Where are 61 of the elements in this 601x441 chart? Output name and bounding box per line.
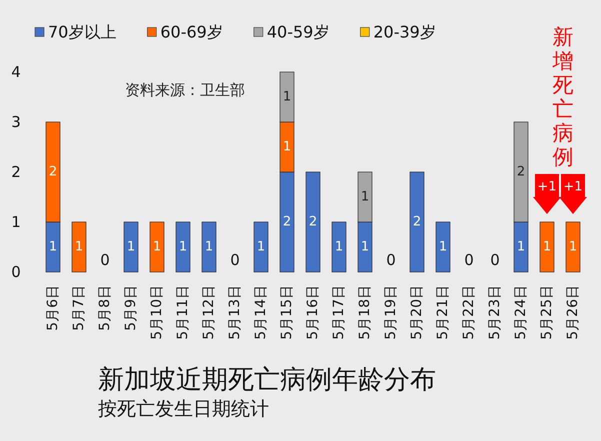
data-label: 1 <box>360 190 370 204</box>
bar <box>124 222 138 272</box>
data-label: 1 <box>282 90 292 104</box>
x-tick-label: 5月19日 <box>383 285 399 340</box>
data-label: 2 <box>412 214 422 230</box>
bar <box>436 222 450 272</box>
bar <box>254 222 268 272</box>
y-tick-label: 1 <box>11 213 21 231</box>
legend-label: 60-69岁 <box>160 22 223 42</box>
y-tick-label: 2 <box>11 163 21 181</box>
x-tick-label: 5月16日 <box>305 285 321 340</box>
bar <box>150 222 164 272</box>
x-tick-label: 5月7日 <box>71 285 87 331</box>
bar <box>176 222 190 272</box>
bar <box>72 222 86 272</box>
x-tick-label: 5月25日 <box>539 285 555 340</box>
legend-label: 70岁以上 <box>48 22 116 42</box>
data-label: 1 <box>48 240 58 254</box>
text: 按死亡发生日期统计 <box>98 398 269 420</box>
x-tick-label: 5月6日 <box>45 285 61 331</box>
data-label: 2 <box>48 164 58 180</box>
data-label: 1 <box>516 240 526 254</box>
x-tick-label: 5月15日 <box>279 285 295 340</box>
annotation: +1 <box>537 180 557 194</box>
bar <box>540 222 554 272</box>
data-label: 1 <box>74 240 84 254</box>
data-label: 2 <box>308 214 318 230</box>
annotation: +1 <box>563 180 583 194</box>
x-tick-label: 5月17日 <box>331 285 347 340</box>
x-tick-label: 5月24日 <box>513 285 529 340</box>
x-tick-label: 5月26日 <box>565 285 581 340</box>
x-tick-label: 5月21日 <box>435 285 451 340</box>
x-tick-label: 5月12日 <box>201 285 217 340</box>
data-label: 1 <box>568 240 578 254</box>
y-tick-label: 0 <box>11 263 21 281</box>
bar <box>332 222 346 272</box>
annotation: 新增死亡病例 <box>552 25 574 169</box>
bar <box>410 172 424 272</box>
x-tick-label: 5月23日 <box>487 285 503 340</box>
y-tick-label: 4 <box>11 63 21 81</box>
data-label: 2 <box>282 214 292 230</box>
bar <box>306 172 320 272</box>
x-tick-label: 5月13日 <box>227 285 243 340</box>
data-label: 1 <box>282 140 292 154</box>
legend-label: 20-39岁 <box>373 22 436 42</box>
x-tick-label: 5月11日 <box>175 285 191 340</box>
x-tick-label: 5月14日 <box>253 285 269 340</box>
text: 新加坡近期死亡病例年龄分布 <box>98 365 436 395</box>
annotation: 资料来源：卫生部 <box>125 81 245 99</box>
x-tick-label: 5月9日 <box>123 285 139 331</box>
x-tick-label: 5月10日 <box>149 285 165 340</box>
data-label: 2 <box>516 164 526 180</box>
bar <box>202 222 216 272</box>
x-tick-label: 5月8日 <box>97 285 113 331</box>
x-tick-label: 5月18日 <box>357 285 373 340</box>
x-tick-label: 5月20日 <box>409 285 425 340</box>
data-label: 1 <box>542 240 552 254</box>
y-tick-label: 3 <box>11 113 21 131</box>
legend-label: 40-59岁 <box>266 22 330 42</box>
x-tick-label: 5月22日 <box>461 285 477 340</box>
bar <box>566 222 580 272</box>
